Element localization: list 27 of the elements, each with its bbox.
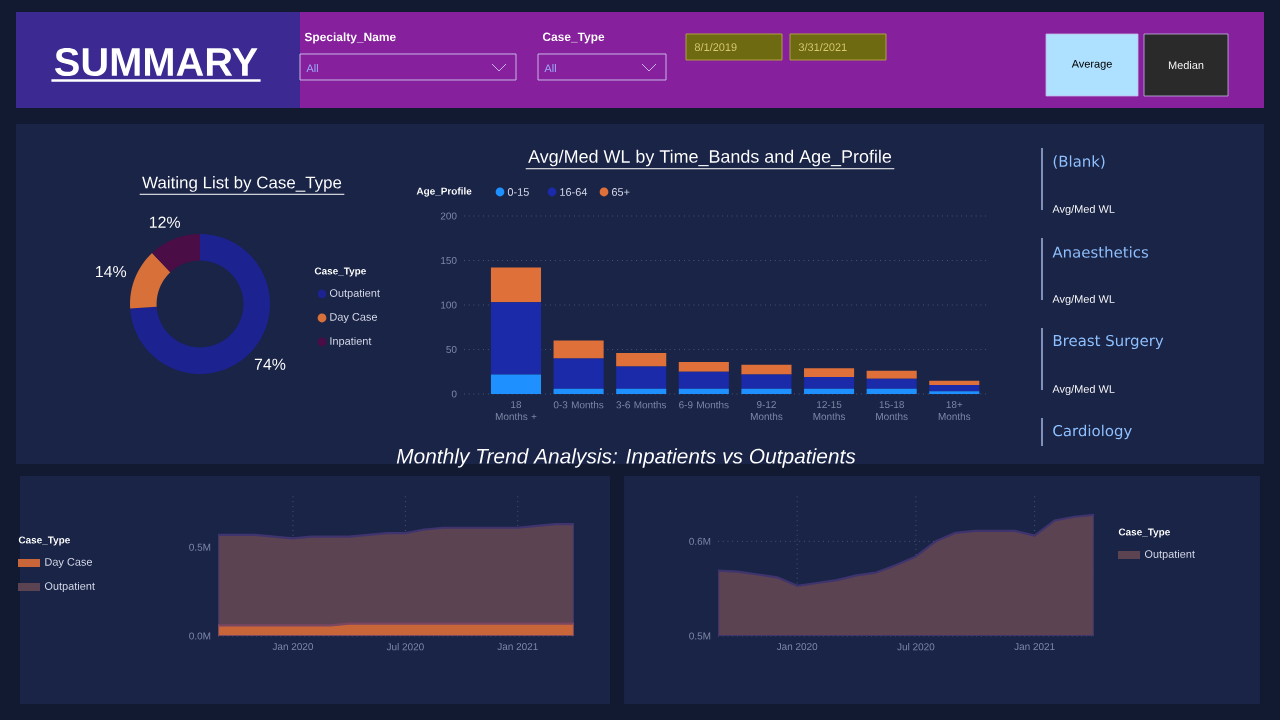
bar xyxy=(678,361,729,372)
bar xyxy=(490,267,542,303)
bar xyxy=(616,366,667,389)
bar xyxy=(804,368,855,378)
bar xyxy=(866,370,917,379)
bar xyxy=(866,378,917,389)
bar xyxy=(741,388,792,394)
bar xyxy=(490,302,542,375)
bar xyxy=(490,374,542,394)
chart-title: Avg/Med WL by Time_Bands and Age_Profile xyxy=(528,149,892,167)
bar xyxy=(866,388,917,394)
text: SUMMARY xyxy=(54,47,258,77)
bar xyxy=(553,358,604,389)
bar xyxy=(616,353,667,367)
bar xyxy=(553,388,604,394)
bar xyxy=(741,374,792,389)
bar xyxy=(678,388,729,394)
chart-title: Waiting List by Case_Type xyxy=(142,176,342,192)
bar xyxy=(929,380,980,386)
bar xyxy=(616,388,667,394)
bar xyxy=(804,388,855,394)
bar xyxy=(929,385,980,392)
bar xyxy=(678,371,729,389)
bar xyxy=(553,340,604,359)
text: Monthly Trend Analysis: Inpatients vs Outpatients xyxy=(396,448,856,468)
bar xyxy=(804,377,855,389)
bar xyxy=(741,364,792,375)
